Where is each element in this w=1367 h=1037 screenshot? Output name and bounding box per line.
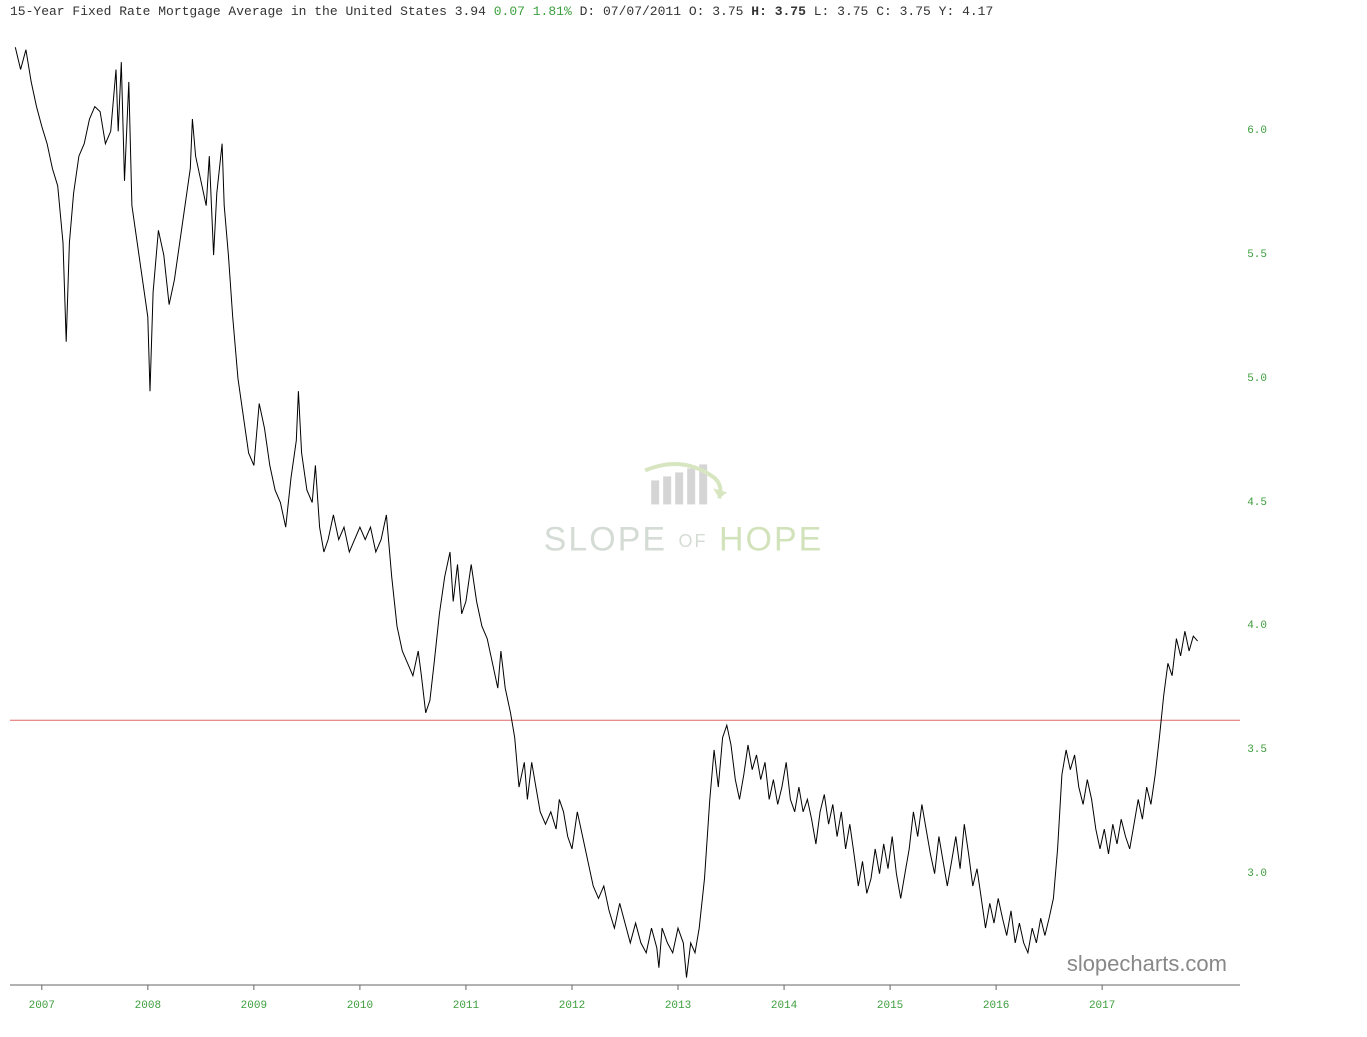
x-tick-label: 2014 <box>771 1000 797 1012</box>
x-tick-label: 2016 <box>983 1000 1009 1012</box>
y-tick-label: 6.0 <box>1247 125 1267 137</box>
branding-text: slopecharts.com <box>1067 951 1227 977</box>
chart-container: 15-Year Fixed Rate Mortgage Average in t… <box>0 0 1367 1037</box>
price-line <box>15 47 1197 977</box>
y-tick-label: 5.0 <box>1247 373 1267 385</box>
x-tick-label: 2012 <box>559 1000 585 1012</box>
y-tick-label: 3.0 <box>1247 868 1267 880</box>
x-tick-label: 2017 <box>1089 1000 1115 1012</box>
x-tick-label: 2008 <box>135 1000 161 1012</box>
x-tick-label: 2009 <box>241 1000 267 1012</box>
y-tick-label: 4.5 <box>1247 497 1267 509</box>
x-tick-label: 2007 <box>29 1000 55 1012</box>
y-tick-label: 5.5 <box>1247 249 1267 261</box>
plot-svg[interactable] <box>0 0 1367 1037</box>
y-tick-label: 3.5 <box>1247 744 1267 756</box>
x-tick-label: 2010 <box>347 1000 373 1012</box>
x-tick-label: 2011 <box>453 1000 479 1012</box>
x-tick-label: 2013 <box>665 1000 691 1012</box>
x-tick-label: 2015 <box>877 1000 903 1012</box>
y-tick-label: 4.0 <box>1247 620 1267 632</box>
